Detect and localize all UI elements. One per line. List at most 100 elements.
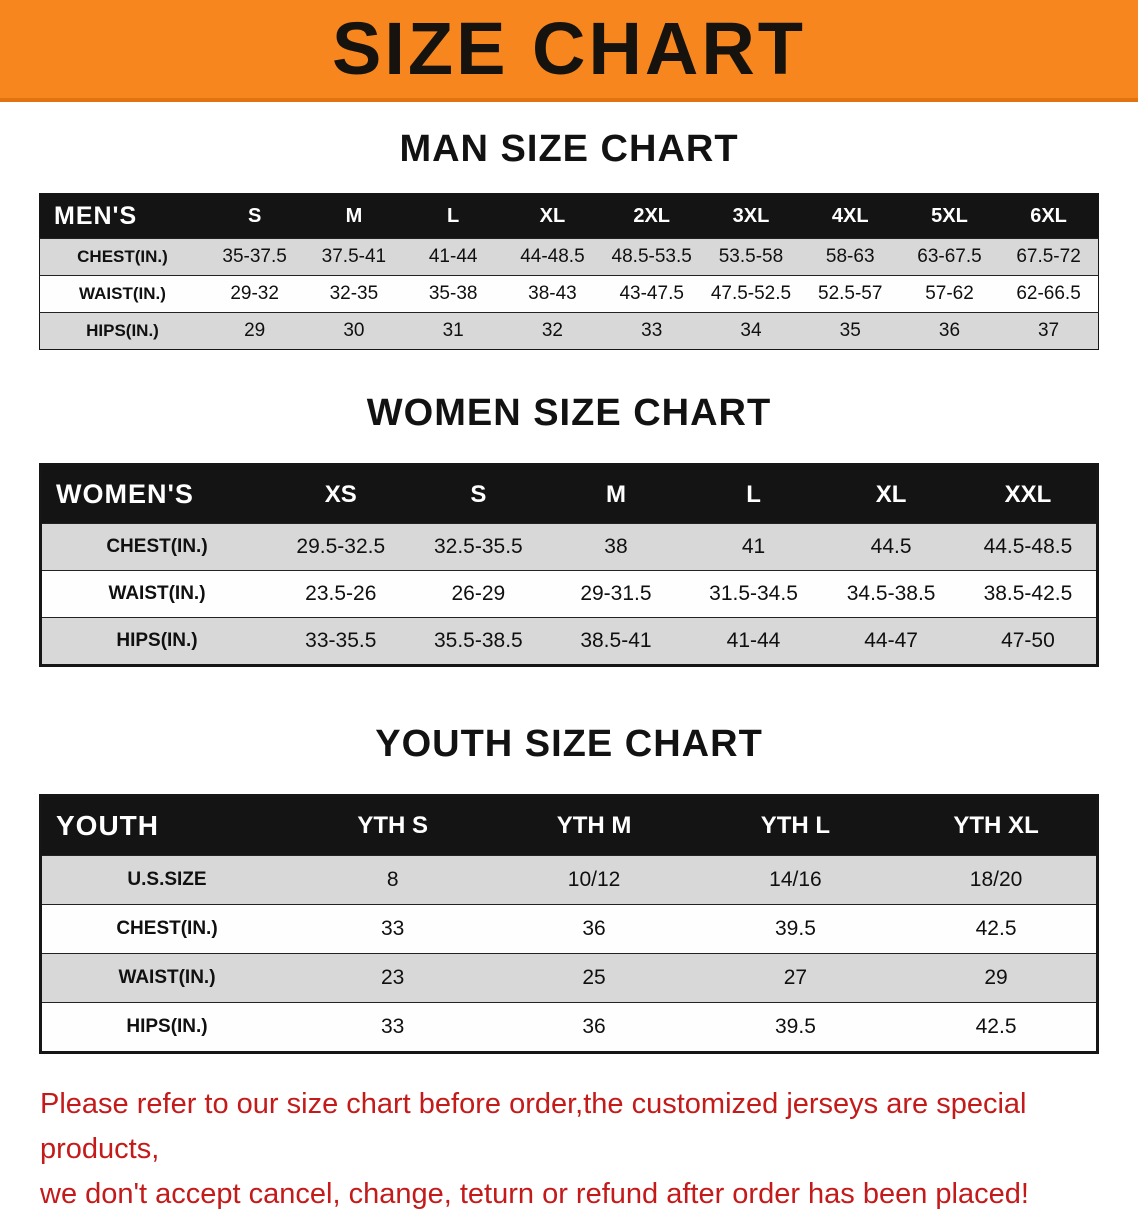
youth-column-header-0: YTH S [357, 812, 429, 839]
women-column-header-2: M [605, 480, 626, 508]
size-value-cell: 32 [541, 320, 563, 341]
size-section-women: WOMEN SIZE CHART WOMEN'S XS S M L XL XXL CHEST(I… [0, 392, 1138, 667]
women-column-header-1: S [470, 480, 487, 508]
size-value-cell: 31.5-34.5 [709, 582, 798, 605]
size-value-cell: 44-47 [864, 629, 918, 652]
page-title: SIZE CHART [332, 7, 806, 90]
size-value-cell: 41 [741, 535, 766, 558]
row-label: WAIST(IN.) [108, 583, 206, 604]
size-value-cell: 38.5-42.5 [983, 582, 1073, 605]
footer-notice: Please refer to our size chart before or… [40, 1082, 1098, 1217]
size-value-cell: 14/16 [769, 868, 822, 891]
size-value-cell: 38 [604, 535, 628, 558]
youth-group-label: YOUTH [56, 810, 159, 841]
size-value-cell: 62-66.5 [1016, 283, 1081, 304]
size-value-cell: 57-62 [925, 283, 974, 304]
table-row: WAIST(IN.) 29-32 32-35 35-38 38-43 43-47.5 47.… [39, 275, 1099, 313]
table-row: HIPS(IN.) 33-35.5 35.5-38.5 38.5-41 41-44 44-… [40, 617, 1098, 666]
size-value-cell: 32.5-35.5 [433, 535, 523, 558]
women-header-row: WOMEN'S XS S M L XL XXL [40, 464, 1098, 524]
size-value-cell: 27 [783, 966, 808, 989]
youth-column-header-2: YTH L [760, 812, 831, 839]
notice-line-1: Please refer to our size chart before or… [40, 1088, 1027, 1165]
table-row: CHEST(IN.) 33 36 39.5 42.5 [40, 904, 1098, 954]
size-value-cell: 42.5 [975, 1015, 1017, 1038]
charts-container: MAN SIZE CHART MEN'S S M L XL 2XL 3XL 4XL 5XL 6XL C… [0, 128, 1138, 1054]
men-column-header-1: M [345, 204, 363, 227]
row-label: HIPS(IN.) [116, 630, 198, 651]
size-value-cell: 35-37.5 [222, 246, 287, 267]
size-value-cell: 33-35.5 [305, 629, 377, 652]
row-label: WAIST(IN.) [79, 284, 166, 303]
men-group-label: MEN'S [54, 201, 138, 230]
women-column-header-5: XXL [1004, 480, 1052, 508]
size-value-cell: 34 [740, 320, 762, 341]
size-value-cell: 44-48.5 [520, 246, 585, 267]
size-value-cell: 35-38 [428, 283, 478, 304]
banner: SIZE CHART [0, 0, 1138, 102]
youth-chart-heading: YOUTH SIZE CHART [375, 723, 763, 765]
youth-table-head: YOUTH YTH S YTH M YTH L YTH XL [40, 795, 1098, 856]
size-value-cell: 30 [343, 320, 365, 341]
men-size-table: MEN'S S M L XL 2XL 3XL 4XL 5XL 6XL CHEST(IN.) 35-37… [39, 193, 1099, 350]
men-table-head: MEN'S S M L XL 2XL 3XL 4XL 5XL 6XL [39, 193, 1099, 239]
size-value-cell: 53.5-58 [718, 246, 784, 267]
size-value-cell: 37 [1037, 320, 1060, 341]
size-value-cell: 29-32 [230, 283, 279, 304]
size-value-cell: 33 [381, 917, 405, 940]
size-value-cell: 29 [984, 966, 1008, 989]
size-value-cell: 39.5 [775, 917, 816, 940]
women-chart-heading: WOMEN SIZE CHART [366, 392, 772, 434]
notice-line-2: we don't accept cancel, change, teturn o… [40, 1177, 1029, 1210]
size-value-cell: 38-43 [528, 283, 577, 304]
row-label: CHEST(IN.) [77, 247, 168, 266]
table-row: WAIST(IN.) 23.5-26 26-29 29-31.5 31.5-34.5 34… [40, 570, 1098, 618]
size-value-cell: 18/20 [969, 868, 1023, 891]
table-row: CHEST(IN.) 35-37.5 37.5-41 41-44 44-48.5 48.5… [39, 238, 1099, 276]
size-value-cell: 47.5-52.5 [710, 283, 792, 304]
size-value-cell: 52.5-57 [818, 283, 883, 304]
size-value-cell: 63-67.5 [917, 246, 982, 267]
size-value-cell: 31 [442, 320, 464, 341]
size-value-cell: 35 [839, 320, 861, 341]
size-value-cell: 47-50 [1001, 629, 1055, 652]
men-column-header-7: 5XL [931, 204, 968, 227]
row-label: HIPS(IN.) [126, 1016, 208, 1037]
size-value-cell: 44.5-48.5 [983, 535, 1073, 558]
size-value-cell: 35.5-38.5 [433, 629, 523, 652]
men-column-header-5: 3XL [732, 204, 770, 227]
men-column-header-8: 6XL [1030, 204, 1067, 227]
youth-column-header-3: YTH XL [953, 812, 1039, 839]
size-value-cell: 36 [938, 320, 961, 341]
women-table-head: WOMEN'S XS S M L XL XXL [40, 464, 1098, 524]
size-value-cell: 36 [582, 917, 606, 940]
size-value-cell: 8 [386, 868, 399, 891]
women-group-label: WOMEN'S [56, 479, 194, 509]
size-value-cell: 25 [582, 966, 606, 989]
size-value-cell: 34.5-38.5 [846, 582, 936, 605]
size-value-cell: 67.5-72 [1016, 246, 1081, 267]
size-value-cell: 41-44 [726, 629, 781, 652]
women-size-table: WOMEN'S XS S M L XL XXL CHEST(IN.) 29.5-32.5 32.5… [39, 463, 1099, 667]
row-label: CHEST(IN.) [106, 536, 208, 557]
youth-header-row: YOUTH YTH S YTH M YTH L YTH XL [40, 795, 1098, 856]
size-section-youth: YOUTH SIZE CHART YOUTH YTH S YTH M YTH L YTH … [0, 723, 1138, 1054]
table-row: WAIST(IN.) 23 25 27 29 [40, 953, 1098, 1003]
youth-table-body: U.S.SIZE 8 10/12 14/16 18/20 CHEST(IN.) 33 36 39… [40, 855, 1098, 1053]
size-value-cell: 48.5-53.5 [611, 246, 692, 267]
size-value-cell: 29 [244, 320, 266, 341]
row-label: WAIST(IN.) [118, 967, 216, 988]
size-value-cell: 23 [381, 966, 405, 989]
size-value-cell: 39.5 [775, 1015, 816, 1038]
row-label: HIPS(IN.) [86, 321, 159, 340]
table-row: U.S.SIZE 8 10/12 14/16 18/20 [40, 855, 1098, 905]
women-column-header-0: XS [324, 480, 357, 508]
size-value-cell: 32-35 [329, 283, 379, 304]
size-value-cell: 36 [582, 1015, 606, 1038]
size-section-men: MAN SIZE CHART MEN'S S M L XL 2XL 3XL 4XL 5XL 6XL C… [0, 128, 1138, 350]
size-value-cell: 23.5-26 [305, 582, 377, 605]
men-column-header-0: S [247, 204, 262, 227]
size-value-cell: 33 [641, 320, 663, 341]
size-value-cell: 26-29 [451, 582, 506, 605]
